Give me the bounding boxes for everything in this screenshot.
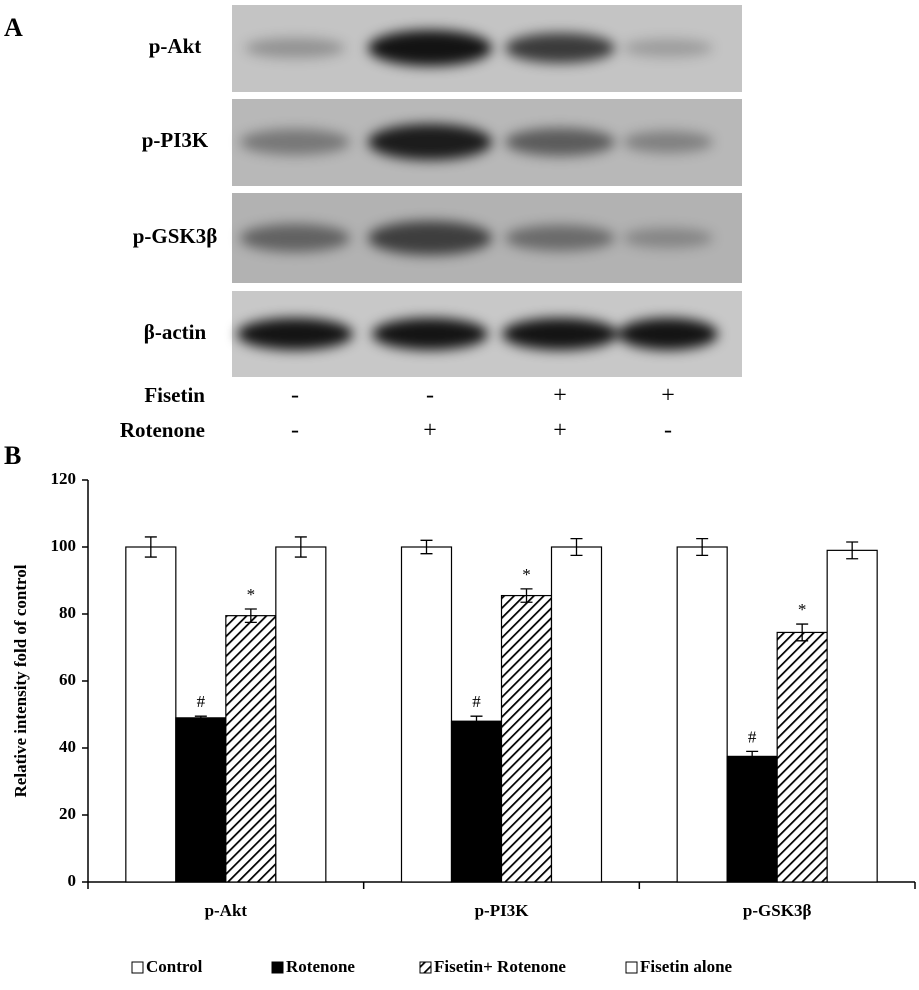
legend-swatch	[131, 961, 144, 974]
y-tick-label: 60	[59, 670, 76, 689]
error-bar	[144, 536, 157, 558]
error-bar	[420, 539, 433, 555]
significance-mark: *	[247, 585, 256, 604]
bar	[776, 631, 828, 883]
panel-a: p-Akt p-PI3K p-GSK3β β-actin Fisetin - - + + Rote…	[120, 34, 675, 444]
bar	[450, 720, 503, 883]
blot-label: p-GSK3β	[133, 224, 218, 248]
treatment-label: Rotenone	[120, 418, 205, 442]
blot-label: p-Akt	[149, 34, 202, 58]
bar	[400, 546, 453, 883]
treatment-sign: +	[553, 418, 567, 444]
panel-b: B Relative intensity fold of control 0 20 40…	[4, 441, 916, 976]
error-bar	[746, 750, 759, 763]
x-tick-label: p-Akt	[205, 901, 248, 920]
error-bar	[570, 537, 583, 557]
bar	[550, 546, 603, 883]
bar	[500, 594, 553, 883]
treatment-label: Fisetin	[144, 383, 205, 407]
error-bar	[294, 536, 307, 558]
y-tick-label: 0	[68, 871, 77, 890]
x-tick-label: p-GSK3β	[743, 901, 812, 920]
significance-mark: #	[197, 692, 206, 711]
bar	[225, 615, 277, 883]
blot-label: p-PI3K	[142, 128, 209, 152]
error-bar	[846, 541, 859, 560]
blot-images	[232, 5, 742, 377]
panel-label: B	[4, 441, 21, 470]
bar	[275, 546, 327, 883]
x-tick-label: p-PI3K	[475, 901, 530, 920]
bar	[125, 546, 177, 883]
legend-swatch	[625, 961, 638, 974]
significance-mark: #	[748, 727, 757, 746]
y-tick-label: 20	[59, 804, 76, 823]
panel-label: A	[4, 13, 23, 42]
treatment-sign: -	[664, 418, 672, 444]
error-bar	[470, 715, 483, 727]
legend-label: Control	[146, 957, 203, 976]
y-axis-label: Relative intensity fold of control	[11, 564, 30, 797]
significance-mark: *	[798, 600, 807, 619]
y-tick-label: 120	[51, 469, 77, 488]
legend-label: Rotenone	[286, 957, 355, 976]
bar	[175, 717, 227, 883]
significance-mark: #	[472, 692, 481, 711]
bar	[726, 755, 778, 883]
error-bar	[696, 537, 709, 557]
error-bar	[194, 715, 207, 721]
y-tick-label: 40	[59, 737, 76, 756]
legend-swatch	[271, 961, 284, 974]
treatment-sign: -	[291, 383, 299, 409]
legend-label: Fisetin alone	[640, 957, 733, 976]
treatment-sign: +	[423, 418, 437, 444]
y-tick-label: 80	[59, 603, 76, 622]
legend-swatch	[419, 961, 432, 974]
blot-label: β-actin	[144, 320, 207, 344]
legend-label: Fisetin+ Rotenone	[434, 957, 566, 976]
treatment-sign: -	[426, 383, 434, 409]
y-tick-label: 100	[51, 536, 77, 555]
treatment-sign: -	[291, 418, 299, 444]
error-bar	[520, 588, 533, 603]
treatment-sign: +	[553, 383, 567, 409]
error-bar	[244, 608, 257, 624]
bar	[676, 546, 728, 883]
error-bar	[796, 623, 809, 642]
bar	[826, 549, 878, 883]
significance-mark: *	[522, 565, 531, 584]
treatment-sign: +	[661, 383, 675, 409]
